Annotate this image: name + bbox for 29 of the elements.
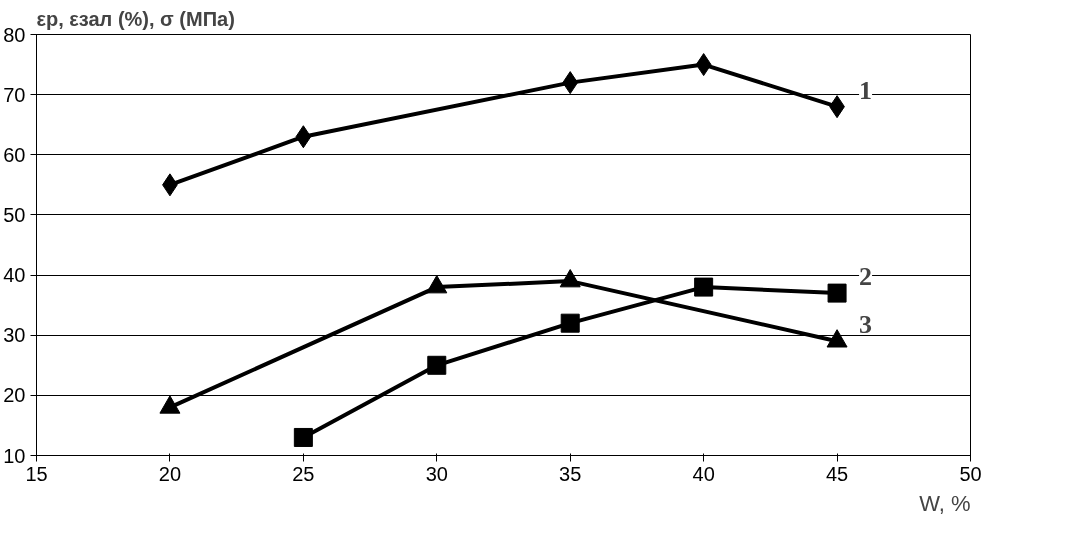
x-tick-label: 15 <box>25 462 48 485</box>
x-tick-label: 20 <box>158 462 182 485</box>
point <box>560 313 580 333</box>
x-tick-label: 30 <box>425 462 448 485</box>
point <box>427 355 447 375</box>
y-tick-label: 60 <box>3 143 26 166</box>
x-tick-label: 25 <box>292 462 315 485</box>
point <box>293 427 313 447</box>
y-tick-label: 10 <box>3 444 26 467</box>
x-axis-title: W, % <box>919 490 971 516</box>
y-axis-title: εр, εзал (%), σ (МПа) <box>36 7 235 30</box>
series-label: 1 <box>859 75 873 105</box>
series-label: 3 <box>859 310 873 340</box>
series-label: 2 <box>859 262 873 292</box>
point <box>295 125 312 149</box>
x-tick-label: 40 <box>692 462 715 485</box>
point <box>827 283 847 303</box>
y-tick-label: 40 <box>3 264 26 287</box>
x-tick-label: 45 <box>825 462 849 485</box>
y-tick-label: 70 <box>3 83 26 106</box>
x-tick-label: 35 <box>559 462 582 485</box>
y-tick-label: 80 <box>3 23 26 46</box>
y-tick-label: 20 <box>3 384 26 407</box>
point <box>562 71 579 95</box>
y-tick-label: 50 <box>3 203 26 226</box>
y-tick-label: 30 <box>3 324 26 347</box>
point <box>695 53 712 77</box>
x-tick-label: 50 <box>959 462 982 485</box>
point <box>694 277 714 297</box>
